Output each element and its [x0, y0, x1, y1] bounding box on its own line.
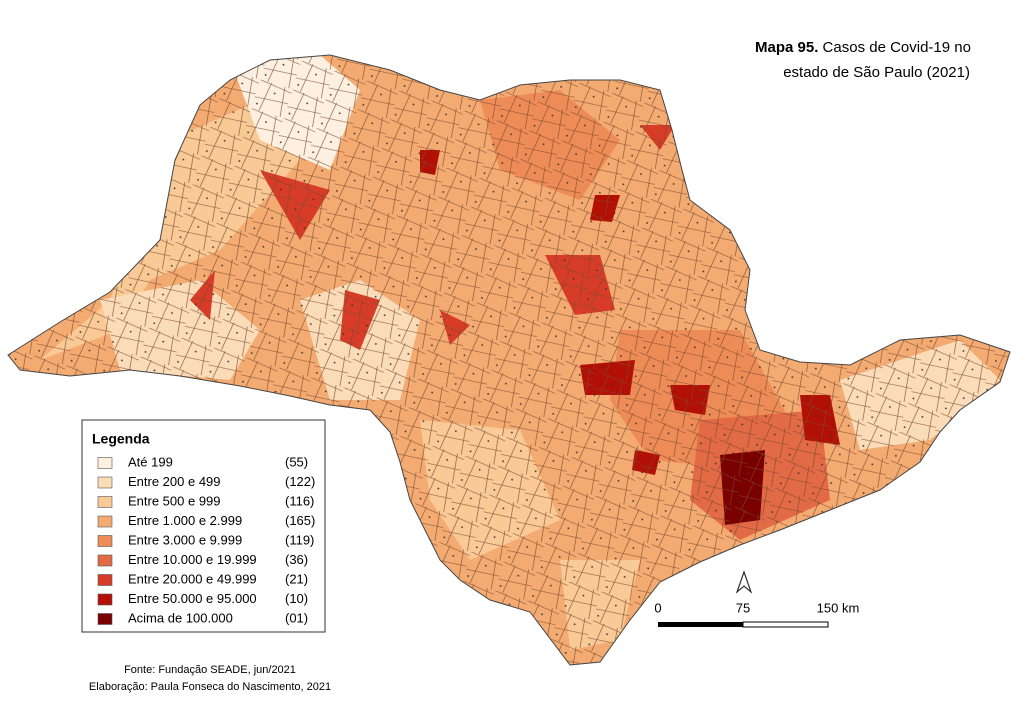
- legend-label: Entre 500 e 999: [128, 493, 221, 508]
- source: Fonte: Fundação SEADE, jun/2021: [124, 664, 296, 676]
- legend-label: Entre 3.000 e 9.999: [128, 532, 242, 547]
- legend-label: Entre 1.000 e 2.999: [128, 513, 242, 528]
- legend-swatch: [97, 613, 113, 625]
- state-outline: [7, 54, 1011, 666]
- legend-count: (119): [285, 532, 314, 547]
- legend-swatch: [97, 574, 113, 586]
- legend-count: (122): [285, 474, 315, 489]
- legend-label: Entre 50.000 e 95.000: [128, 591, 257, 606]
- legend-label: Até 199: [128, 454, 173, 469]
- legend: Legenda Até 199 (55) Entre 200 e 499 (122) E…: [81, 419, 326, 633]
- legend-box: [81, 419, 326, 633]
- legend-count: (10): [285, 591, 308, 606]
- legend-title: Legenda: [92, 431, 150, 447]
- scale-label: 75: [736, 600, 750, 615]
- legend-count: (36): [285, 552, 308, 567]
- legend-swatch: [97, 535, 113, 547]
- legend-label: Acima de 100.000: [128, 610, 233, 625]
- legend-count: (21): [285, 571, 308, 586]
- legend-count: (55): [285, 454, 308, 469]
- map-title: estado de São Paulo (2021): [783, 64, 970, 81]
- legend-swatch: [97, 496, 113, 508]
- legend-swatch: [97, 476, 113, 489]
- scale-label: 0: [654, 600, 661, 615]
- legend-swatch: [97, 515, 113, 528]
- map-title: Mapa 95. Casos de Covid-19 no: [755, 39, 971, 56]
- legend-label: Entre 10.000 e 19.999: [128, 552, 257, 567]
- legend-swatch: [97, 457, 113, 469]
- legend-label: Entre 200 e 499: [128, 474, 221, 489]
- legend-swatch: [97, 554, 113, 567]
- source: Elaboração: Paula Fonseca do Nascimento,…: [89, 681, 331, 693]
- scale-bar: [742, 621, 829, 628]
- legend-count: (01): [285, 610, 308, 625]
- legend-count: (165): [285, 513, 315, 528]
- legend-swatch: [97, 593, 113, 606]
- legend-count: (116): [285, 493, 314, 508]
- scale-bar: [658, 622, 743, 627]
- scale-label: 150 km: [817, 600, 860, 615]
- legend-label: Entre 20.000 e 49.999: [128, 571, 257, 586]
- north-arrow: [735, 570, 753, 594]
